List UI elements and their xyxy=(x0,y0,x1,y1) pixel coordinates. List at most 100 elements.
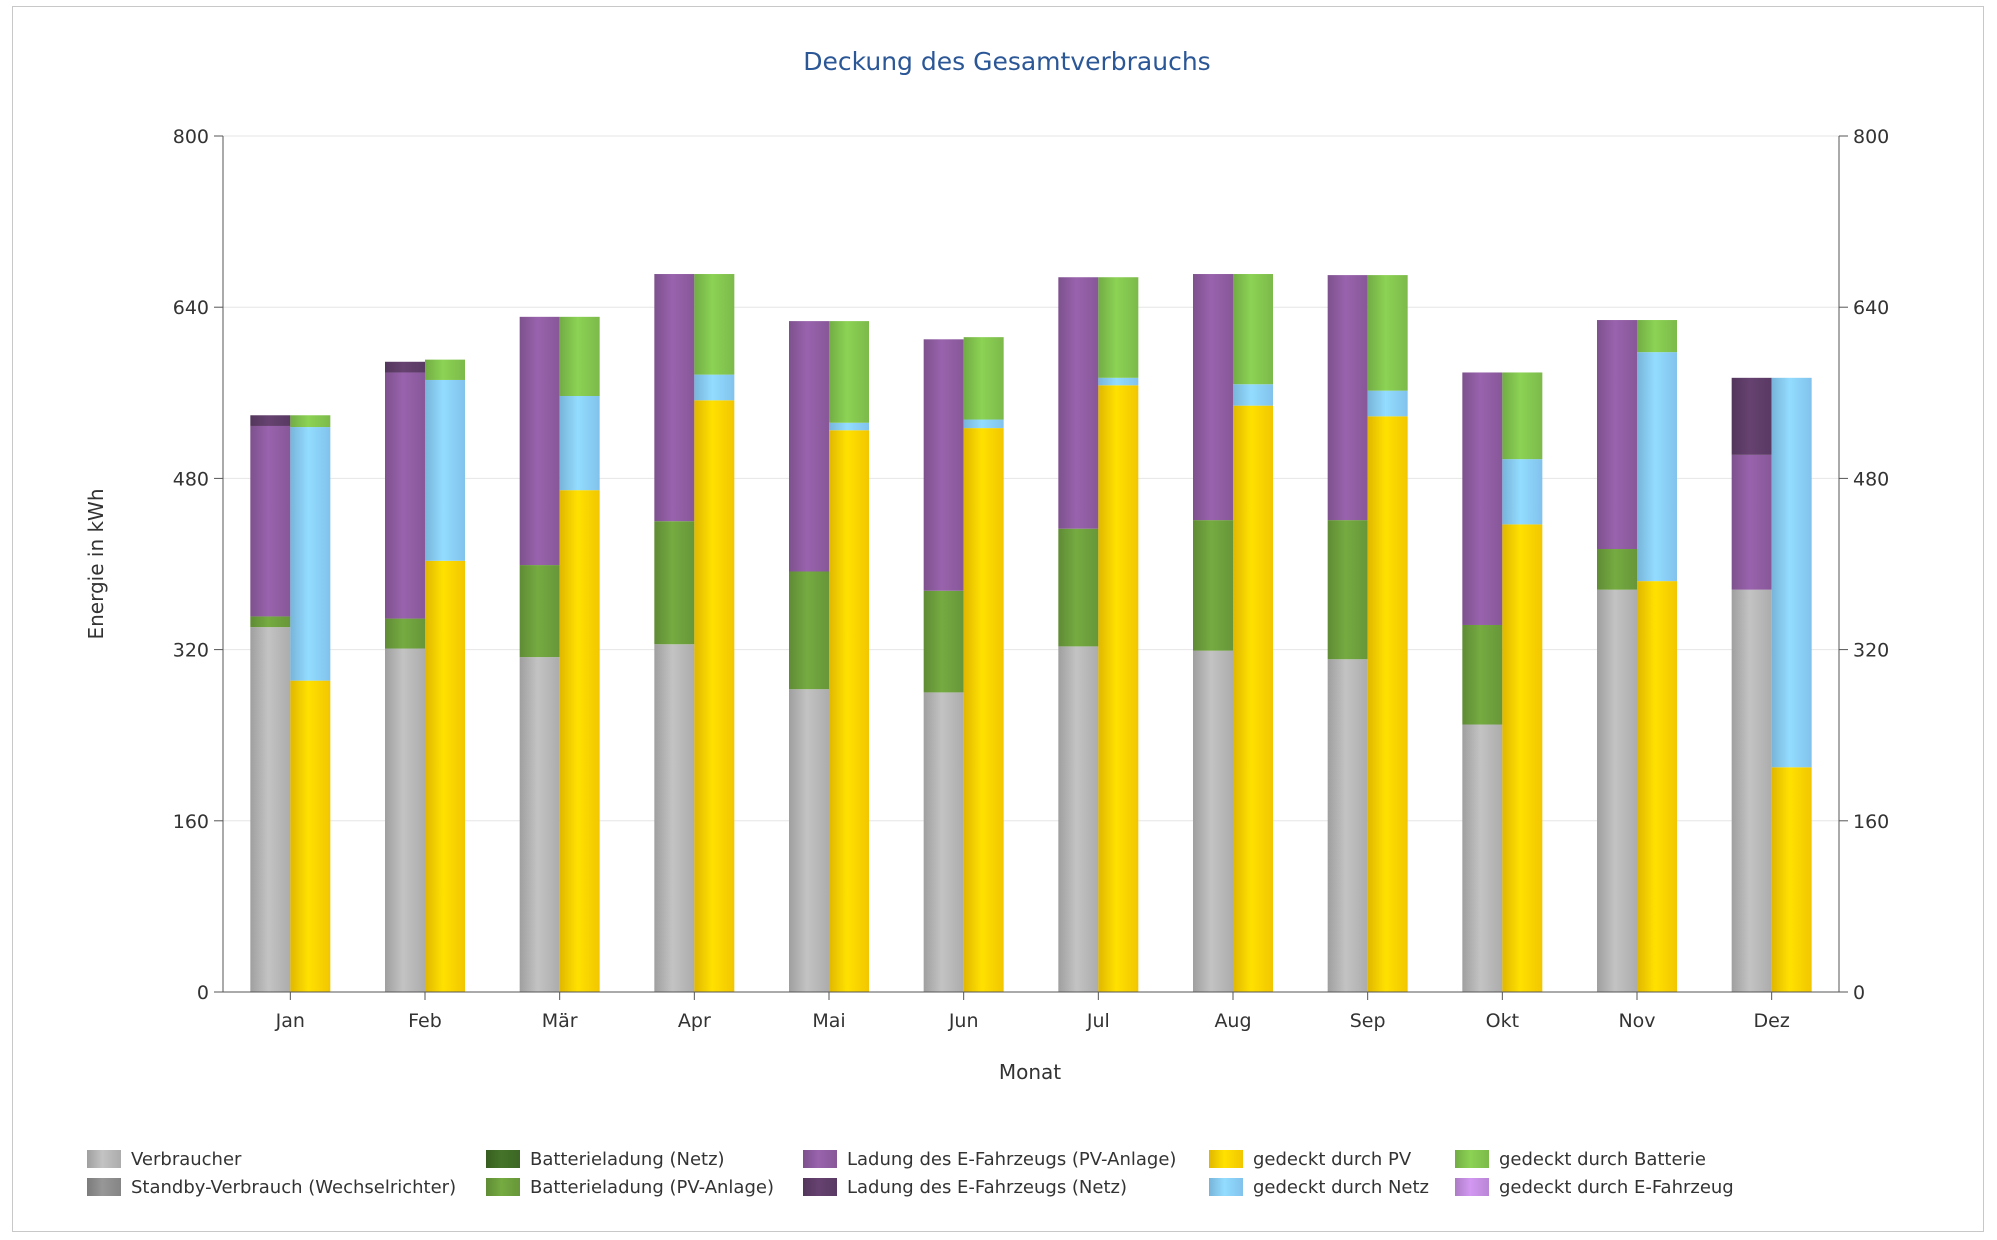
consumption-bar-segment xyxy=(519,565,560,658)
y-tick-label-right: 160 xyxy=(1853,811,1889,833)
coverage-bar-segment xyxy=(1502,459,1543,525)
x-tick-label: Jan xyxy=(275,1010,305,1032)
y-tick-label-right: 0 xyxy=(1853,982,1865,1004)
legend-label: gedeckt durch E-Fahrzeug xyxy=(1499,1177,1734,1198)
x-tick-label: Aug xyxy=(1214,1010,1251,1032)
coverage-bar-segment xyxy=(1502,372,1543,460)
coverage-bar-segment xyxy=(1367,390,1408,417)
axes: 0 0 160 160 320 320 480 480 640 640 800 800 Jan Feb Mä… xyxy=(173,126,1890,1032)
consumption-bar-segment xyxy=(654,521,695,645)
consumption-bar-segment xyxy=(1058,646,1099,992)
legend: Verbraucher Standby-Verbrauch (Wechselric… xyxy=(87,1149,1734,1198)
coverage-bar-segment xyxy=(694,274,735,375)
y-tick-label-left: 480 xyxy=(173,468,209,490)
coverage-bar-segment xyxy=(1098,385,1139,992)
y-tick-label-right: 480 xyxy=(1853,468,1889,490)
gridlines xyxy=(223,135,1839,822)
consumption-bar-segment xyxy=(385,361,425,373)
x-tick-label: Mai xyxy=(812,1010,845,1032)
coverage-bar-segment xyxy=(559,316,600,397)
consumption-bar-segment xyxy=(1327,275,1368,521)
consumption-bar-segment xyxy=(1193,520,1233,651)
consumption-bar-segment xyxy=(519,657,560,992)
legend-label: Verbraucher xyxy=(131,1149,242,1170)
y-tick-label-left: 0 xyxy=(197,982,209,1004)
legend-label: gedeckt durch PV xyxy=(1253,1149,1412,1170)
y-tick-label-left: 320 xyxy=(173,640,209,662)
coverage-bar-segment xyxy=(1233,274,1273,385)
coverage-bar-segment xyxy=(694,374,735,401)
coverage-bar-segment xyxy=(963,337,1004,420)
legend-swatch xyxy=(87,1178,121,1196)
y-tick-label-left: 160 xyxy=(173,811,209,833)
y-axis-title: Energie in kWh xyxy=(84,488,108,639)
x-axis-title: Monat xyxy=(999,1060,1061,1084)
stacked-bar-chart: Deckung des Gesamtverbrauchs 0 0 160 160 320… xyxy=(84,47,1890,1198)
coverage-bar-segment xyxy=(1637,320,1677,353)
consumption-bar-segment xyxy=(923,590,964,693)
coverage-bar-segment xyxy=(290,680,331,992)
consumption-bar-segment xyxy=(1462,372,1503,625)
consumption-bar-segment xyxy=(923,339,964,591)
coverage-bar-segment xyxy=(963,428,1004,992)
consumption-bar-segment xyxy=(789,321,829,572)
consumption-bar-segment xyxy=(1462,624,1503,725)
coverage-bar-segment xyxy=(1771,767,1812,992)
legend-label: Ladung des E-Fahrzeugs (PV-Anlage) xyxy=(847,1149,1176,1170)
consumption-bar-segment xyxy=(1193,274,1233,521)
x-tick-label: Sep xyxy=(1350,1010,1386,1032)
legend-label: gedeckt durch Netz xyxy=(1253,1177,1429,1198)
consumption-bar-segment xyxy=(1597,589,1637,992)
coverage-bar-segment xyxy=(1098,377,1139,386)
y-tick-label-left: 640 xyxy=(173,297,209,319)
consumption-bar-segment xyxy=(250,627,291,992)
coverage-bar-segment xyxy=(1098,277,1139,378)
consumption-bar-segment xyxy=(385,648,425,992)
consumption-bar-segment xyxy=(1731,377,1772,455)
legend-swatch xyxy=(803,1178,837,1196)
x-tick-label: Nov xyxy=(1618,1010,1655,1032)
legend-swatch xyxy=(486,1150,520,1168)
coverage-bar-segment xyxy=(963,419,1004,429)
legend-label: gedeckt durch Batterie xyxy=(1499,1149,1706,1170)
y-tick-label-right: 320 xyxy=(1853,640,1889,662)
x-tick-label: Jul xyxy=(1086,1010,1110,1032)
consumption-bar-segment xyxy=(654,274,695,522)
coverage-bar-segment xyxy=(829,321,869,423)
legend-label: Batterieladung (Netz) xyxy=(530,1149,725,1170)
coverage-bar-segment xyxy=(1367,416,1408,993)
bars xyxy=(250,274,1812,993)
x-tick-label: Dez xyxy=(1754,1010,1790,1032)
legend-swatch xyxy=(87,1150,121,1168)
consumption-bar-segment xyxy=(1731,589,1772,992)
legend-swatch xyxy=(1209,1150,1243,1168)
x-tick-label: Mär xyxy=(542,1010,578,1032)
consumption-bar-segment xyxy=(1327,520,1368,660)
legend-swatch xyxy=(486,1178,520,1196)
coverage-bar-segment xyxy=(694,400,735,992)
consumption-bar-segment xyxy=(1462,724,1503,992)
legend-swatch xyxy=(1455,1178,1489,1196)
chart-frame: Deckung des Gesamtverbrauchs 0 0 160 160 320… xyxy=(12,6,1984,1232)
y-tick-label-left: 800 xyxy=(173,126,209,148)
consumption-bar-segment xyxy=(789,689,829,992)
consumption-bar-segment xyxy=(250,415,291,426)
coverage-bar-segment xyxy=(1233,384,1273,406)
legend-swatch xyxy=(1455,1150,1489,1168)
y-tick-label-right: 800 xyxy=(1853,126,1889,148)
coverage-bar-segment xyxy=(1771,377,1812,768)
x-tick-label: Jun xyxy=(948,1010,979,1032)
consumption-bar-segment xyxy=(250,616,291,628)
coverage-bar-segment xyxy=(829,422,869,431)
x-tick-label: Apr xyxy=(678,1010,711,1032)
consumption-bar-segment xyxy=(519,316,560,566)
coverage-bar-segment xyxy=(1637,581,1677,992)
x-tick-label: Feb xyxy=(408,1010,442,1032)
y-tick-label-right: 640 xyxy=(1853,297,1889,319)
coverage-bar-segment xyxy=(1502,524,1543,992)
coverage-bar-segment xyxy=(1367,275,1408,391)
coverage-bar-segment xyxy=(829,430,869,992)
consumption-bar-segment xyxy=(1731,454,1772,590)
consumption-bar-segment xyxy=(654,644,695,992)
consumption-bar-segment xyxy=(385,618,425,649)
